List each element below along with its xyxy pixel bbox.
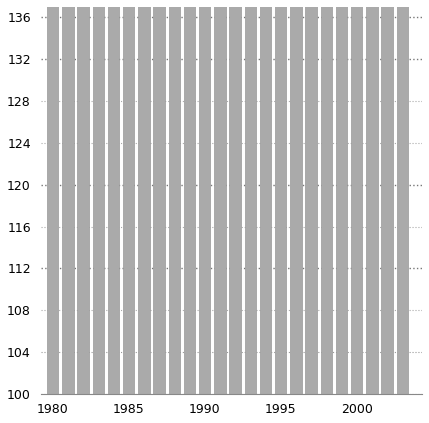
Bar	[108, 0, 119, 394]
Bar	[123, 0, 134, 394]
Bar	[214, 0, 226, 394]
Bar	[230, 0, 241, 394]
Bar	[396, 0, 408, 394]
Bar	[245, 0, 256, 394]
Bar	[320, 0, 332, 394]
Bar	[184, 0, 195, 394]
Bar	[154, 0, 165, 394]
Bar	[290, 0, 302, 394]
Bar	[77, 0, 89, 394]
Bar	[47, 0, 58, 394]
Bar	[199, 0, 210, 394]
Bar	[138, 0, 150, 394]
Bar	[305, 0, 317, 394]
Bar	[260, 0, 271, 394]
Bar	[275, 0, 287, 394]
Bar	[169, 0, 180, 394]
Bar	[366, 0, 378, 394]
Bar	[62, 0, 74, 394]
Bar	[93, 0, 104, 394]
Bar	[336, 0, 347, 394]
Bar	[381, 0, 393, 394]
Bar	[351, 0, 363, 394]
